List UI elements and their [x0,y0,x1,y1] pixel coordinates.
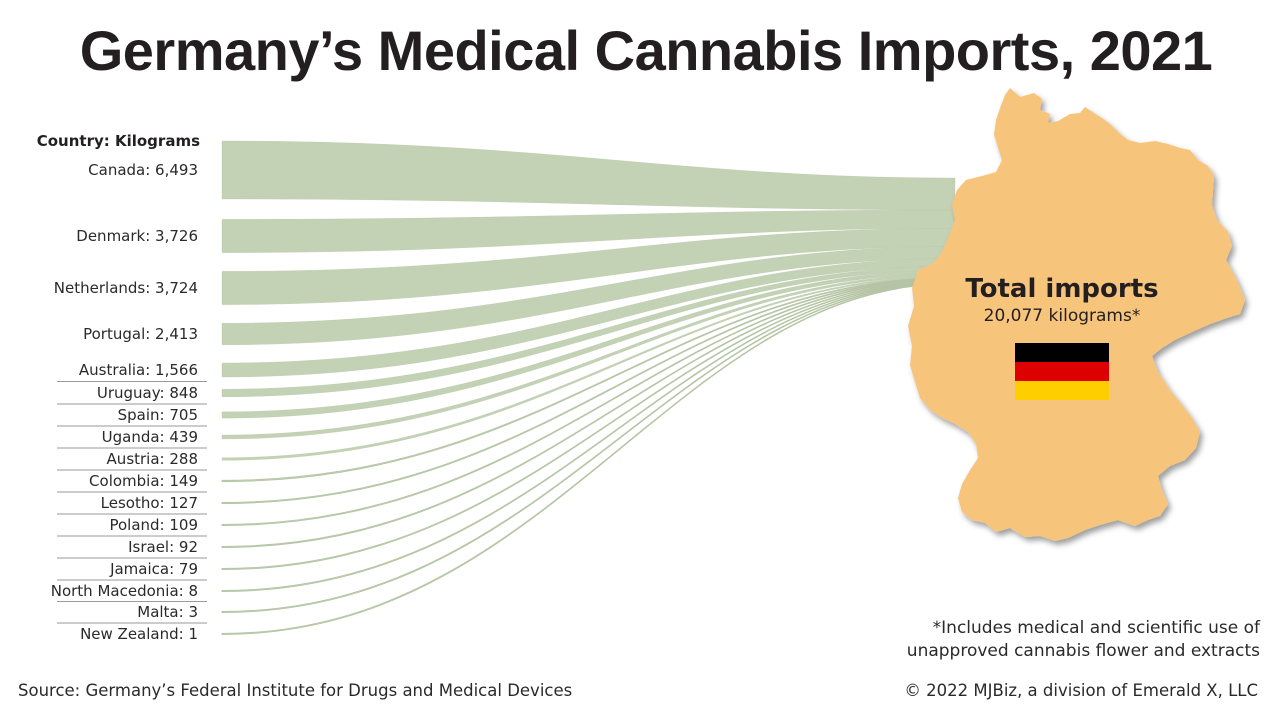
country-label-spain: Spain: 705 [118,406,198,424]
country-label-canada: Canada: 6,493 [88,161,198,179]
country-label-uganda: Uganda: 439 [102,428,198,446]
footnote-line-2: unapproved cannabis flower and extracts [906,641,1260,661]
footnote-line-1: *Includes medical and scientific use of [932,618,1260,638]
country-label-portugal: Portugal: 2,413 [83,325,198,343]
total-imports-value: 20,077 kilograms* [984,306,1141,326]
flow-ribbons [221,140,956,636]
flag-red-stripe [1015,362,1109,381]
germany-map-shape [908,88,1245,541]
country-label-lesotho: Lesotho: 127 [101,494,198,512]
label-separators [57,381,207,624]
country-label-poland: Poland: 109 [109,516,198,534]
germany-map: Total imports 20,077 kilograms* [908,88,1245,541]
country-label-netherlands: Netherlands: 3,724 [54,279,198,297]
country-label-austria: Austria: 288 [107,450,198,468]
flag-black-stripe [1015,343,1109,362]
column-header: Country: Kilograms [37,132,200,150]
country-label-north-macedonia: North Macedonia: 8 [51,582,198,600]
country-label-new-zealand: New Zealand: 1 [80,625,198,643]
flow-ribbon-canada [221,140,956,211]
country-label-jamaica: Jamaica: 79 [109,560,198,578]
country-labels: Canada: 6,493 Denmark: 3,726 Netherlands: … [51,161,198,643]
footnote: *Includes medical and scientific use of … [907,617,1260,663]
flag-gold-stripe [1015,381,1109,400]
germany-flag-icon [1015,343,1109,400]
country-label-denmark: Denmark: 3,726 [76,227,198,245]
source-note: Source: Germany’s Federal Institute for … [18,681,573,700]
country-label-uruguay: Uruguay: 848 [97,384,198,402]
country-label-malta: Malta: 3 [137,603,198,621]
country-label-australia: Australia: 1,566 [79,361,198,379]
copyright-note: © 2022 MJBiz, a division of Emerald X, L… [904,681,1258,700]
country-label-colombia: Colombia: 149 [89,472,198,490]
chart-title: Germany’s Medical Cannabis Imports, 2021 [79,19,1213,82]
country-label-israel: Israel: 92 [128,538,198,556]
total-imports-title: Total imports [965,274,1158,304]
